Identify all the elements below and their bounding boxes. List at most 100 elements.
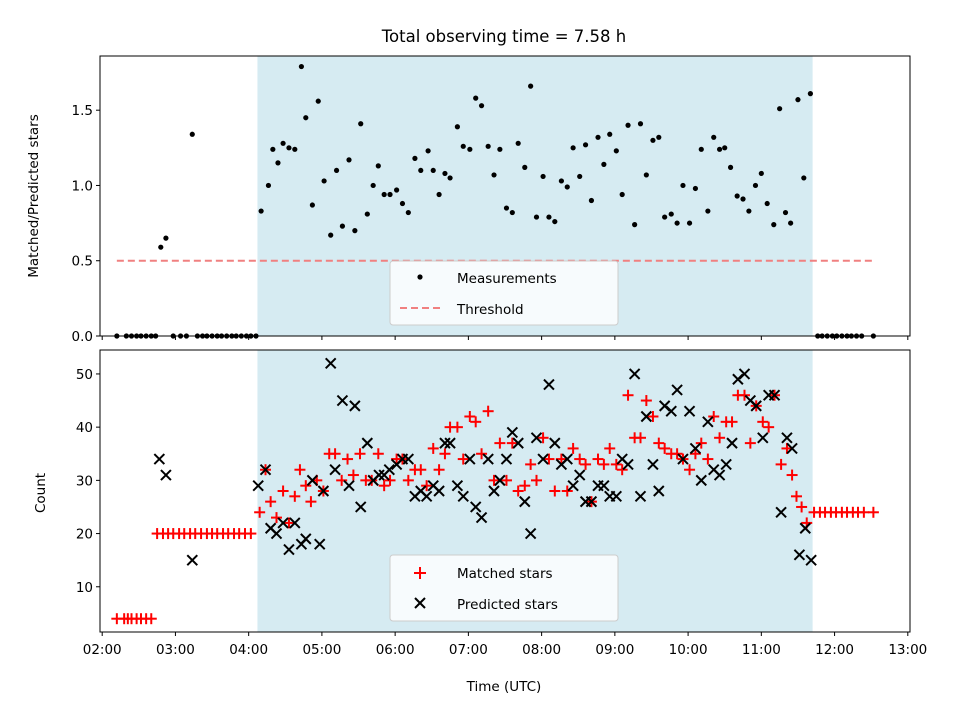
x-axis-label: Time (UTC) [466,679,542,695]
predicted-star-point [549,437,561,449]
measurement-point [485,143,491,149]
legend-matched-label: Matched stars [457,566,553,582]
measurement-point [339,223,346,229]
measurement-point [163,235,169,241]
predicted-star-point [524,527,537,540]
x-tick-label: 10:00 [669,642,708,658]
count-y-axis-label: Count [33,473,49,513]
measurement-point [478,103,485,109]
measurement-point [807,91,813,97]
matched-star-point [271,512,283,524]
measurement-point [771,222,777,228]
predicted-star-point [665,405,677,417]
matched-star-point [494,437,506,449]
measurement-point [746,208,752,214]
matched-star-point [610,458,622,470]
matched-star-point [476,448,488,460]
predicted-star-point [585,495,598,508]
predicted-star-point [598,479,610,492]
ratio-marks [114,63,876,339]
measurement-point [454,124,460,130]
predicted-star-point [402,453,415,465]
matched-star-point [616,464,628,476]
matched-star-point [372,448,384,460]
measurement-point [564,184,570,190]
measurement-point [315,98,321,104]
measurement-point [577,173,583,180]
matched-star-point [427,442,439,454]
measurement-point [777,106,783,112]
predicted-star-point [757,432,769,444]
predicted-star-point [793,549,806,561]
matched-star-point [519,480,531,492]
matched-star-point [781,442,793,454]
measurement-point [601,161,607,167]
measurement-point [619,191,625,198]
predicted-star-point [488,485,500,497]
predicted-star-point [683,405,696,417]
measurement-point [394,187,400,193]
measurement-point [286,145,292,151]
matched-star-point [790,490,802,502]
predicted-star-point [805,554,817,566]
matched-star-point [384,474,396,486]
predicted-star-point [451,479,464,492]
matched-star-point [283,517,295,529]
measurement-point [570,145,576,151]
predicted-star-point [702,416,714,428]
ratio-y-tick-label: 0.0 [72,329,93,345]
matched-star-point [592,453,604,465]
count-y-tick-label: 40 [76,420,93,436]
matched-star-point [451,421,463,433]
measurement-point [358,121,364,127]
measurement-point [582,142,589,148]
legend-measurements-label: Measurements [457,271,557,287]
measurement-point [734,193,740,199]
legend-predicted-marker [414,597,426,609]
measurement-point [613,148,619,154]
matched-star-point [464,411,476,423]
measurement-point [782,209,789,216]
count-y-ticks: 10 20 30 40 50 [76,367,100,596]
measurement-point [447,175,453,181]
measurement-point [381,191,387,198]
matched-star-point [415,464,427,476]
predicted-star-point [306,474,319,487]
matched-star-point [634,432,646,444]
measurement-point [668,211,674,217]
matched-star-point [347,469,359,481]
measurement-point [632,222,638,228]
measurement-point [625,122,631,128]
measurement-point [607,131,613,137]
ratio-y-tick-label: 0.5 [72,254,93,270]
matched-star-point [500,474,512,486]
count-y-tick-label: 20 [76,527,93,543]
predicted-star-point [252,479,264,492]
matched-star-point [543,453,555,465]
predicted-star-point [622,458,634,471]
matched-star-point [689,448,701,460]
predicted-star-point [750,400,762,412]
matched-star-point [300,480,312,492]
measurement-point [370,182,376,189]
matched-star-point [537,432,549,444]
x-tick-label: 13:00 [888,642,927,658]
measurement-point [258,208,264,214]
predicted-star-point [786,442,798,455]
matched-star-point [858,506,870,518]
predicted-star-point [775,506,787,518]
predicted-star-point [781,432,793,444]
matched-star-point [684,464,696,476]
matched-star-point [867,506,879,518]
predicted-star-point [153,453,166,465]
measurement-point [346,157,352,163]
matched-star-point [294,464,306,476]
count-axes-frame [99,349,911,633]
matched-star-point [757,416,769,428]
ratio-legend: Measurements Threshold [389,260,619,326]
matched-star-point [366,474,378,486]
matched-star-point [305,496,317,508]
matched-star-point [708,411,720,423]
matched-star-point [378,480,390,492]
